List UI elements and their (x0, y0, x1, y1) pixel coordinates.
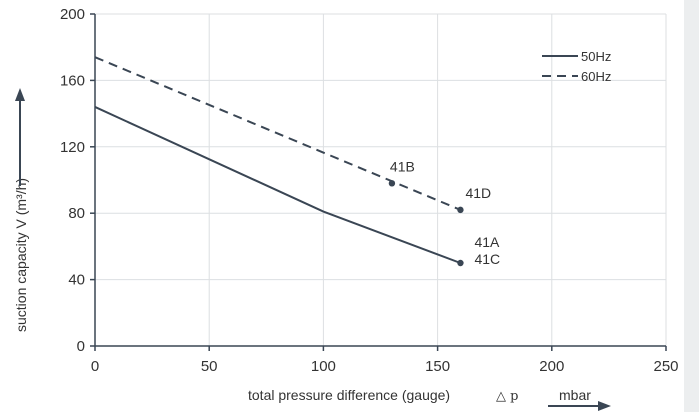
y-axis-arrow (15, 88, 25, 186)
annotation-41a: 41A (474, 234, 500, 250)
x-axis-label: total pressure difference (gauge) (248, 387, 450, 403)
x-tick-label: 200 (539, 358, 564, 375)
legend-label-50hz: 50Hz (581, 49, 611, 64)
data-point (457, 259, 464, 267)
data-point (457, 206, 464, 214)
legend-label-60hz: 60Hz (581, 69, 611, 84)
annotation-41d: 41D (465, 185, 491, 201)
x-tick-label: 150 (425, 358, 450, 375)
x-axis-arrow (548, 401, 611, 411)
series-lines (94, 56, 461, 264)
data-point (388, 180, 396, 187)
y-tick-label: 0 (77, 338, 85, 355)
axes (94, 14, 666, 347)
annotation-41b: 41B (390, 158, 415, 174)
annotation-points (388, 180, 464, 267)
legend: 50Hz 60Hz (542, 49, 611, 84)
y-tick-label: 160 (60, 72, 85, 89)
y-tick-labels: 0 40 80 120 160 200 (60, 6, 95, 355)
y-axis-title: suction capacity V (m³/h) (13, 178, 29, 332)
grid-lines (95, 13, 667, 346)
right-edge-strip (684, 0, 699, 412)
x-tick-label: 100 (311, 358, 336, 375)
x-axis-symbol: △ p (496, 389, 518, 404)
y-tick-label: 80 (68, 205, 85, 222)
x-tick-label: 50 (201, 358, 218, 375)
x-tick-label: 250 (653, 358, 678, 375)
y-tick-label: 120 (60, 139, 85, 156)
x-axis-unit: mbar (559, 387, 591, 403)
series-line-50hz (94, 106, 461, 264)
y-tick-label: 40 (68, 272, 85, 289)
annotation-41c: 41C (474, 251, 500, 267)
y-axis-label: suction capacity V (m³/h) (13, 178, 29, 332)
x-tick-labels: 0 50 100 150 200 250 (91, 346, 679, 375)
series-line-60hz (94, 56, 461, 211)
x-tick-label: 0 (91, 358, 99, 375)
y-tick-label: 200 (60, 6, 85, 23)
